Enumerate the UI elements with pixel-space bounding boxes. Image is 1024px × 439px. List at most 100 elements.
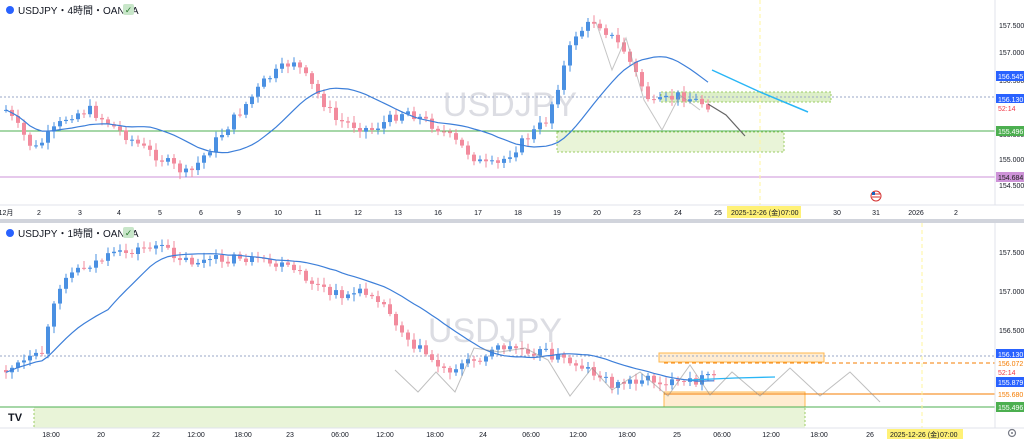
price-tag[interactable]: 155.496 xyxy=(996,402,1024,412)
candle-body xyxy=(70,272,74,278)
price-tag[interactable]: 155.496 xyxy=(996,126,1024,136)
candle-body xyxy=(532,129,536,140)
price-tag[interactable]: 155.879 xyxy=(996,377,1024,387)
candle-body xyxy=(154,245,158,249)
candle-body xyxy=(526,138,530,140)
time-tick-label: 23 xyxy=(633,210,641,217)
price-tag-label: 155.496 xyxy=(998,129,1023,136)
eye-icon[interactable]: ✓ xyxy=(123,4,134,15)
candle-body xyxy=(76,267,80,273)
pane-divider[interactable] xyxy=(0,219,1024,223)
price-tag-label: 52:14 xyxy=(998,370,1016,377)
price-tag[interactable]: 52:14 xyxy=(996,367,1024,377)
price-tag[interactable]: 156.072 xyxy=(996,358,1024,368)
price-tag[interactable]: 155.680 xyxy=(996,389,1024,399)
candle-body xyxy=(64,277,68,289)
time-tick-label: 4 xyxy=(117,210,121,217)
candle-body xyxy=(340,290,344,299)
candle-body xyxy=(346,121,350,123)
bottom-time-axis[interactable]: 18:00 20 22 12:00 18:00 23 06:00 12:00 18:00 24 06… xyxy=(0,427,1024,439)
price-tag[interactable]: 156.545 xyxy=(996,71,1024,81)
candle-body xyxy=(430,118,434,129)
top-support-zone[interactable] xyxy=(556,131,785,153)
candle-body xyxy=(358,288,362,294)
us-flag-icon[interactable] xyxy=(870,190,882,202)
candle-body xyxy=(616,382,620,388)
top-projection-path[interactable] xyxy=(595,21,701,132)
candle-body xyxy=(664,95,668,98)
bottom-projection-path[interactable] xyxy=(394,347,881,403)
price-tag[interactable]: 52:14 xyxy=(996,103,1024,113)
candle-body xyxy=(256,86,260,97)
gear-icon[interactable] xyxy=(1007,428,1017,438)
bottom-symbol-title[interactable]: USDJPY・1時間・OANDA xyxy=(18,228,139,240)
candle-body xyxy=(328,286,332,296)
candle-body xyxy=(556,354,560,360)
candle-body xyxy=(52,303,56,327)
candle-body xyxy=(268,258,272,264)
time-tick-label: 9 xyxy=(237,210,241,217)
candle-body xyxy=(454,133,458,140)
top-watermark: USDJPY xyxy=(443,86,577,124)
time-tick-label: 30 xyxy=(833,210,841,217)
candle-body xyxy=(322,284,326,287)
candle-body xyxy=(484,356,488,362)
svg-text:✓: ✓ xyxy=(125,228,133,238)
top-chart-panel[interactable]: USDJPY USDJPY・4時間・OANDA ✓ xyxy=(0,0,995,205)
time-tick-label: 31 xyxy=(872,210,880,217)
candle-body xyxy=(28,134,32,146)
bottom-resistance-zone[interactable] xyxy=(658,352,825,363)
tradingview-logo-icon[interactable]: TV xyxy=(6,410,28,424)
candle-body xyxy=(142,247,146,249)
price-tag[interactable]: 156.130 xyxy=(996,94,1024,104)
candle-body xyxy=(304,270,308,281)
candle-body xyxy=(88,267,92,269)
time-tick-label: 18:00 xyxy=(42,432,60,439)
candle-body xyxy=(4,370,8,373)
candle-body xyxy=(550,348,554,360)
candle-body xyxy=(652,99,656,101)
time-tick-label: 18 xyxy=(514,210,522,217)
candle-body xyxy=(448,367,452,373)
bottom-chart-panel[interactable]: USDJPY USDJPY・1時間・OANDA ✓ TV xyxy=(0,223,995,429)
eye-icon-bottom[interactable]: ✓ xyxy=(123,227,134,238)
candle-body xyxy=(112,251,116,254)
candle-body xyxy=(706,104,710,110)
candle-body xyxy=(94,105,98,118)
candle-body xyxy=(616,34,620,43)
candle-body xyxy=(118,250,122,252)
top-cursor-time: 07:00 xyxy=(781,210,799,217)
candle-body xyxy=(190,257,194,265)
top-price-axis[interactable]: 157.500157.000156.500156.000155.500155.0… xyxy=(994,0,1024,205)
price-tag[interactable]: 154.684 xyxy=(996,172,1024,182)
candle-body xyxy=(658,97,662,100)
top-cursor-time-badge xyxy=(727,206,801,218)
candle-body xyxy=(538,349,542,356)
top-trendline-cyan[interactable] xyxy=(711,69,809,113)
top-trendline-gray[interactable] xyxy=(707,103,746,137)
candle-body xyxy=(640,72,644,87)
candle-body xyxy=(58,288,62,304)
price-tag[interactable]: 156.130 xyxy=(996,349,1024,359)
candle-body xyxy=(268,78,272,80)
candle-body xyxy=(388,114,392,123)
bottom-price-axis[interactable]: 157.500 157.000 156.500 156.130 156.072 52:1… xyxy=(994,223,1024,428)
candle-body xyxy=(712,373,716,376)
price-tick-label: 157.000 xyxy=(999,289,1024,296)
bottom-trendline-cyan[interactable] xyxy=(689,376,776,381)
candle-body xyxy=(172,247,176,259)
candle-body xyxy=(640,380,644,384)
candle-body xyxy=(574,363,578,366)
candle-body xyxy=(88,105,92,115)
bottom-support-zone[interactable] xyxy=(33,406,806,429)
top-time-axis[interactable]: 12月 2 3 4 5 6 9 10 11 12 13 16 17 18 19 20 23 24 25 30 31 202… xyxy=(0,204,1024,219)
candle-body xyxy=(334,290,338,296)
candle-body xyxy=(220,135,224,138)
candle-body xyxy=(340,120,344,122)
time-tick-label: 20 xyxy=(593,210,601,217)
candle-body xyxy=(604,376,608,378)
top-symbol-title[interactable]: USDJPY・4時間・OANDA xyxy=(18,5,139,17)
candle-body xyxy=(148,247,152,249)
